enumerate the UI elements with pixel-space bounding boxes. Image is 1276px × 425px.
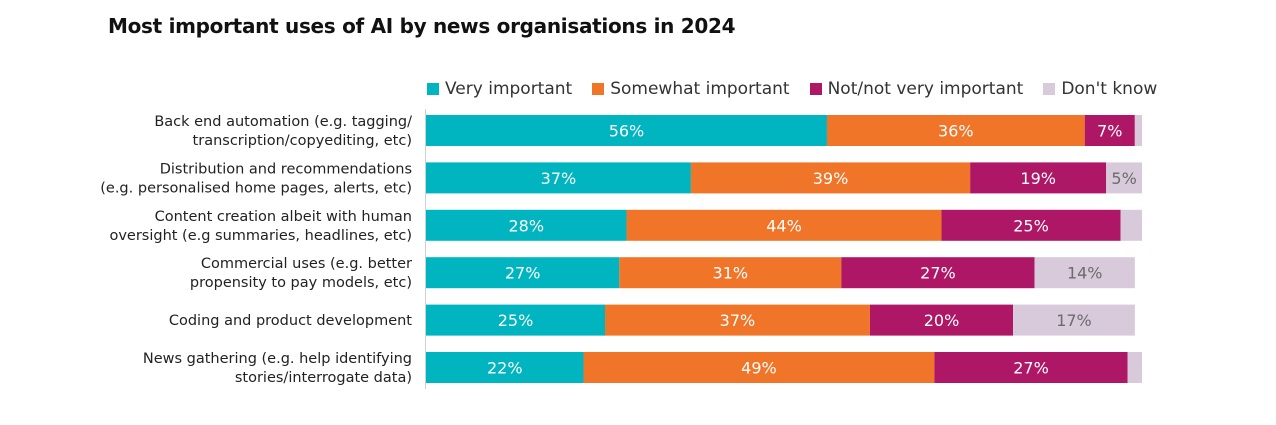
category-label: Distribution and recommendations (e.g. pe… [100, 161, 412, 196]
legend-label: Not/not very important [827, 79, 1024, 99]
bar-segment [605, 304, 870, 336]
bar-segment [841, 257, 1035, 289]
category-label: News gathering (e.g. help identifying sto… [143, 351, 412, 386]
bar-segment [426, 304, 605, 336]
data-label: 28% [508, 216, 544, 235]
legend-label: Somewhat important [610, 79, 790, 99]
legend-label: Don't know [1061, 79, 1158, 99]
legend-swatch [809, 83, 822, 95]
bar-segment [619, 257, 842, 289]
legend-item-0: Very important [427, 79, 572, 99]
category-label: Commercial uses (e.g. better propensity t… [190, 256, 412, 291]
bar-segment [826, 115, 1085, 146]
category-label: Back end automation (e.g. tagging/transc… [154, 114, 412, 149]
bar-segment [426, 115, 827, 146]
category-label-line: Distribution and recommendations [160, 161, 412, 177]
legend-swatch [1043, 83, 1056, 95]
data-label: 20% [924, 311, 960, 330]
bar-segment [1034, 257, 1135, 289]
category-label-line: (e.g. personalised home pages, alerts, e… [100, 180, 412, 196]
data-label: 37% [720, 311, 756, 330]
data-label: 27% [505, 264, 541, 283]
bar-segment [1134, 115, 1142, 146]
data-label: 22% [487, 359, 523, 378]
bar-segment [1106, 162, 1142, 194]
category-label: Content creation albeit with human oversi… [109, 209, 412, 244]
category-label-line: News gathering (e.g. help identifying [143, 351, 412, 367]
bar-segment [869, 304, 1014, 336]
bar-segment [690, 162, 971, 194]
data-label: 5% [1111, 169, 1136, 188]
chart-legend: Very important Somewhat important Not/not … [427, 79, 1177, 99]
data-label: 25% [498, 311, 534, 330]
bar-segment [426, 162, 691, 194]
legend-label: Very important [445, 79, 573, 99]
category-label: Coding and product development [169, 313, 412, 329]
category-label-line: stories/interrogate data) [235, 370, 412, 386]
bar-segment [1127, 352, 1142, 383]
bar-segment [941, 209, 1121, 241]
legend-swatch [427, 83, 439, 95]
legend-item-3: Don't know [1043, 79, 1157, 99]
data-label: 36% [938, 122, 974, 141]
data-label: 56% [609, 122, 645, 141]
legend-swatch [592, 83, 605, 95]
legend-item-2: Not/not very important [809, 79, 1024, 99]
data-label: 25% [1013, 216, 1049, 235]
data-label: 27% [1013, 359, 1049, 378]
category-label-line: Coding and product development [169, 313, 412, 329]
bar-segment [1013, 304, 1135, 336]
category-label-line: Content creation albeit with human [155, 209, 412, 225]
bar-segment [426, 257, 620, 289]
bar-segment [1120, 209, 1142, 241]
legend-item-1: Somewhat important [592, 79, 790, 99]
chart-title: Most important uses of AI by news organi… [108, 14, 736, 38]
bar-segment [970, 162, 1107, 194]
bar-segment [626, 209, 942, 241]
category-label-line: Commercial uses (e.g. better [201, 256, 412, 272]
data-label: 17% [1056, 311, 1092, 330]
data-label: 27% [920, 264, 956, 283]
bar-segment [426, 352, 584, 383]
data-label: 37% [541, 169, 577, 188]
data-label: 31% [713, 264, 749, 283]
data-label: 44% [766, 216, 802, 235]
data-label: 39% [813, 169, 849, 188]
category-label-line: transcription/copyediting, etc) [193, 133, 412, 149]
category-label-line: propensity to pay models, etc) [190, 275, 412, 291]
bar-segment [426, 209, 627, 241]
data-label: 14% [1067, 264, 1103, 283]
category-label-line: Back end automation (e.g. tagging/ [154, 114, 412, 130]
data-label: 19% [1020, 169, 1056, 188]
bar-segment [934, 352, 1128, 383]
data-label: 7% [1097, 122, 1122, 141]
bar-segment [1084, 115, 1135, 146]
data-label: 49% [741, 359, 777, 378]
category-label-line: oversight (e.g summaries, headlines, etc… [109, 228, 412, 244]
bar-segment [583, 352, 935, 383]
